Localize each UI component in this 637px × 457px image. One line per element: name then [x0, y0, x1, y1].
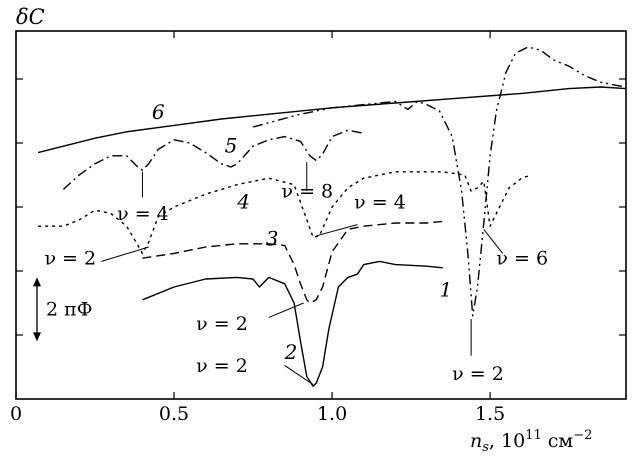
x-tick-label: 0	[10, 403, 22, 425]
curve-label: 4	[236, 190, 250, 214]
series-line-6	[37, 86, 627, 154]
series-group	[37, 46, 627, 387]
annotation-label: ν = 2	[44, 248, 96, 270]
series-line-2	[142, 260, 443, 387]
annotation-leader	[316, 224, 358, 237]
annotation-label: ν = 4	[354, 192, 406, 214]
curve-label: 5	[225, 134, 238, 158]
annotation-label: ν = 2	[196, 355, 248, 377]
curve-label: 6	[152, 100, 165, 124]
axes-box	[15, 30, 627, 400]
curve-label: 3	[266, 226, 279, 250]
scale-bar: 2 пФ	[33, 277, 93, 342]
x-tick-label: 1.0	[317, 403, 347, 425]
annotation-label: ν = 2	[452, 363, 504, 385]
annotation-label: ν = 4	[117, 203, 169, 225]
scale-bar-arrow-down	[33, 332, 41, 342]
annotation-label: ν = 2	[196, 313, 248, 335]
x-tick-label: 1.5	[475, 403, 505, 425]
plot-frame	[15, 30, 627, 400]
series-line-3	[142, 220, 443, 304]
ticks: 0 0.5 1.0 1.5	[10, 31, 626, 425]
annotation-label: ν = 8	[281, 180, 333, 202]
x-axis-label: ns, 1011 см−2	[470, 428, 592, 455]
curve-label: 1	[440, 278, 453, 302]
annotation-leader	[268, 302, 304, 318]
annotation-leader	[483, 229, 504, 254]
annotation-label: ν = 6	[496, 248, 548, 270]
series-line-4	[38, 171, 532, 255]
y-axis-label: δC	[16, 5, 45, 29]
scale-bar-label: 2 пФ	[46, 298, 93, 320]
scale-bar-arrow-up	[33, 277, 41, 287]
x-tick-label: 0.5	[159, 403, 189, 425]
labels-group: 6 5 43 2 1 ν = 2 ν = 4 ν = 8 ν = 4 ν = 2 ν = 2 ν = …	[44, 100, 548, 386]
annotation-leader	[284, 364, 314, 386]
curve-label: 2	[284, 340, 298, 364]
series-line-5	[62, 129, 364, 190]
annotation-leader	[101, 246, 149, 262]
